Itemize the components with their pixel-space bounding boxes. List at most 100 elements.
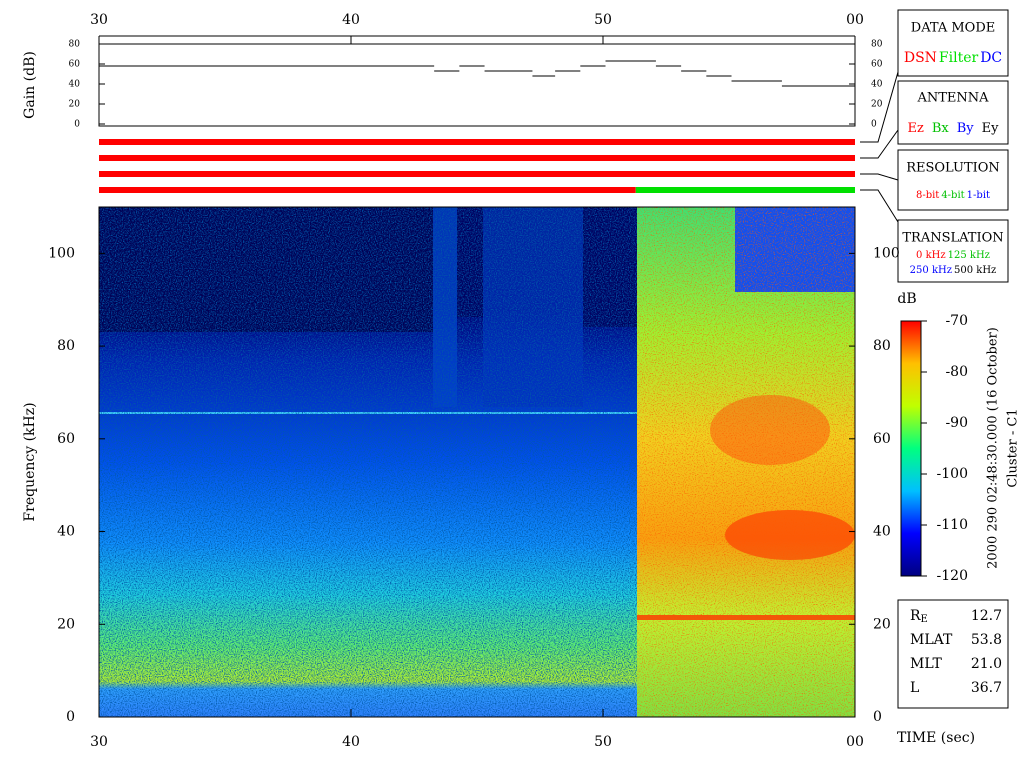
info-label: MLT <box>910 656 942 672</box>
spectrogram-frame <box>98 206 856 718</box>
y-tick-label: 60 <box>873 431 891 447</box>
panel-item: By <box>957 121 975 136</box>
panel-item: 1-bit <box>967 190 990 201</box>
panel-title: ANTENNA <box>916 91 989 106</box>
y-tick-label: 60 <box>57 431 75 447</box>
info-label-text: MLT <box>910 656 942 672</box>
y-tick-label: 40 <box>871 80 883 90</box>
annotations: 2000 290 02:48:30.000 (16 October) Clust… <box>986 327 1021 569</box>
y-tick-label: 100 <box>48 245 75 261</box>
info-label-text: MLAT <box>910 632 953 648</box>
mode-bar <box>99 155 855 161</box>
gain-axis-title: Gain (dB) <box>22 51 38 119</box>
noise-texture <box>637 207 855 717</box>
panel-item: Filter <box>939 50 979 66</box>
panel-item: Ey <box>982 121 999 136</box>
panel-item: 500 kHz <box>954 265 996 276</box>
info-label-text: L <box>910 680 919 696</box>
info-value: 53.8 <box>971 632 1002 648</box>
colorbar-tick-label: -80 <box>945 364 968 380</box>
y-tick-label: 40 <box>873 524 891 540</box>
colorbar-title: dB <box>897 291 916 307</box>
y-tick-label: 60 <box>871 60 883 70</box>
colorbar-tick-label: -90 <box>945 415 968 431</box>
info-value: 12.7 <box>971 608 1002 624</box>
pointer <box>860 173 899 181</box>
gain-frame <box>98 43 856 127</box>
y-tick-label: 20 <box>873 616 891 632</box>
panel-title: DATA MODE <box>911 21 995 36</box>
info-label-sub: E <box>921 614 928 625</box>
x-tick-label: 40 <box>342 734 360 750</box>
mode-bar <box>635 187 855 193</box>
panel-row: 0 kHz 125 kHz <box>916 250 990 261</box>
panel-item: 0 kHz <box>916 250 946 261</box>
spectrogram-image <box>99 207 855 717</box>
info-value: 21.0 <box>971 656 1002 672</box>
y-tick-label: 0 <box>66 709 75 725</box>
colorbar-tick-label: -100 <box>937 466 968 482</box>
colorbar-tick-label: -120 <box>937 568 968 584</box>
panel-box <box>897 9 1009 77</box>
panel-title: TRANSLATION <box>902 231 1003 246</box>
mode-bar <box>99 171 855 177</box>
colorbar <box>900 320 922 577</box>
x-tick-label: 50 <box>594 734 612 750</box>
frequency-axis-title: Frequency (kHz) <box>22 402 38 521</box>
y-tick-label: 0 <box>74 120 80 130</box>
y-tick-label: 20 <box>57 616 75 632</box>
panel-row: Ez Bx By Ey <box>908 121 1000 136</box>
y-tick-label: 100 <box>873 245 900 261</box>
x-tick-label: 40 <box>342 12 360 28</box>
y-tick-label: 20 <box>871 100 883 110</box>
panel-item: 250 kHz <box>910 265 952 276</box>
panel-item: 4-bit <box>941 190 964 201</box>
panel-box <box>897 149 1009 211</box>
y-tick-label: 80 <box>69 40 81 50</box>
panel-item: DSN <box>904 50 937 66</box>
y-tick-label: 80 <box>871 40 883 50</box>
timestamp: 2000 290 02:48:30.000 (16 October) <box>986 327 1001 569</box>
y-tick-label: 0 <box>873 709 882 725</box>
x-tick-label: 50 <box>594 12 612 28</box>
info-label: RE <box>910 608 928 625</box>
panel-item: Ez <box>908 121 924 136</box>
y-tick-label: 0 <box>871 120 877 130</box>
mode-bar <box>99 187 636 193</box>
info-label-text: R <box>910 608 921 624</box>
y-tick-label: 80 <box>873 338 891 354</box>
mode-bar <box>99 139 855 145</box>
panel-title: RESOLUTION <box>906 161 1000 176</box>
y-tick-label: 20 <box>69 100 81 110</box>
pointer <box>860 71 899 143</box>
side-boxes <box>860 9 1009 709</box>
spacecraft: Cluster - C1 <box>1006 408 1021 487</box>
y-tick-label: 40 <box>57 524 75 540</box>
panel-item: 8-bit <box>916 190 939 201</box>
panel-item: Bx <box>932 121 950 136</box>
colorbar-tick-label: -70 <box>945 313 968 329</box>
colorbar-tick-label: -110 <box>937 517 968 533</box>
panel-item: 125 kHz <box>948 250 990 261</box>
pointer <box>860 189 899 223</box>
panel-row: 250 kHz 500 kHz <box>910 265 997 276</box>
panel-row: DSN Filter DC <box>904 50 1002 66</box>
time-axis-title: TIME (sec) <box>897 730 975 746</box>
info-label: L <box>910 680 919 696</box>
info-value: 36.7 <box>971 680 1002 696</box>
info-label: MLAT <box>910 632 953 648</box>
y-tick-label: 80 <box>57 338 75 354</box>
noise-texture <box>99 207 637 717</box>
panel-box <box>897 80 1009 145</box>
x-tick-label: 30 <box>90 12 108 28</box>
panel-row: 8-bit 4-bit 1-bit <box>916 190 990 201</box>
y-tick-label: 40 <box>69 80 81 90</box>
x-tick-label: 30 <box>90 734 108 750</box>
pointer <box>860 129 899 159</box>
x-tick-label: 00 <box>846 12 864 28</box>
info-box <box>897 599 1009 709</box>
panel-item: DC <box>980 50 1002 66</box>
x-tick-label: 00 <box>846 734 864 750</box>
y-tick-label: 60 <box>69 60 81 70</box>
